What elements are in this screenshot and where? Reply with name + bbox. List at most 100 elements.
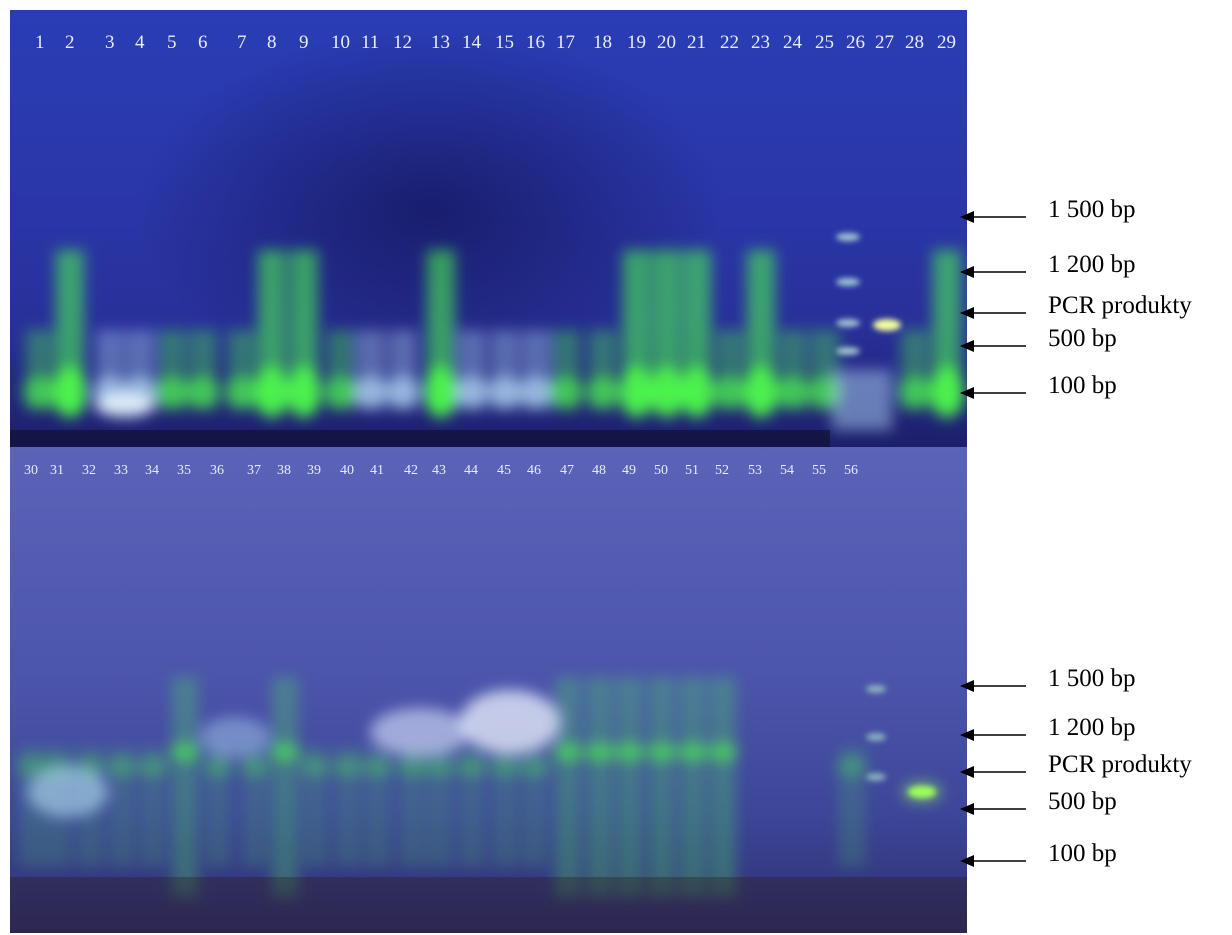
band-lane-22 <box>713 376 747 408</box>
left-arrow-icon <box>960 766 1026 778</box>
band-lane-14 <box>455 376 489 408</box>
band-lane-13 <box>424 366 458 418</box>
ladder-band-top-3 <box>836 347 860 355</box>
ladder-band-top-1 <box>836 278 860 286</box>
smear-lane-35 <box>172 677 198 897</box>
band-lane-9 <box>287 366 321 418</box>
lane-number-43: 43 <box>432 463 446 478</box>
ladder-band-bottom-2 <box>866 773 886 781</box>
smear-lane-38 <box>272 677 298 897</box>
lane-number-48: 48 <box>592 463 606 478</box>
smear-42 <box>370 708 470 756</box>
band-lane-44 <box>457 757 487 777</box>
band-lane-39 <box>300 757 330 777</box>
marker-label: 500 bp <box>1048 325 1117 352</box>
band-lane-51 <box>678 742 708 762</box>
lane-number-10: 10 <box>331 32 350 53</box>
band-lane-56 <box>837 757 867 777</box>
band-lane-5 <box>155 376 189 408</box>
band-lane-37 <box>240 757 270 777</box>
band-lane-35 <box>170 742 200 762</box>
band-lane-34 <box>138 757 168 777</box>
gel-image-top: 1 2 3 4 5 6 7 8 9 10 11 12 13 14 15 16 17 18 19 20 21 22 23 24 2… <box>10 10 967 447</box>
lane-number-13: 13 <box>431 32 450 53</box>
left-arrow-icon <box>960 211 1026 223</box>
lane-number-33: 33 <box>114 463 128 478</box>
band-lane-2 <box>53 366 87 418</box>
band-lane-33 <box>107 757 137 777</box>
lane-number-45: 45 <box>497 463 511 478</box>
lane-number-3: 3 <box>105 32 115 53</box>
band-lane-11 <box>354 376 388 408</box>
band-lane-40 <box>333 757 363 777</box>
band-lane-8 <box>255 366 289 418</box>
band-lane-30 <box>17 757 47 777</box>
marker-label: 1 500 bp <box>1048 196 1136 223</box>
lane-number-4: 4 <box>135 32 145 53</box>
marker-label: 500 bp <box>1048 788 1117 815</box>
band-lane-19 <box>620 366 654 418</box>
band-lane-38 <box>270 742 300 762</box>
band-lane-6 <box>186 376 220 408</box>
band-lane-10 <box>324 376 358 408</box>
lane-number-42: 42 <box>404 463 418 478</box>
left-arrow-icon <box>960 680 1026 692</box>
lane-number-26: 26 <box>846 32 865 53</box>
lane-number-6: 6 <box>198 32 208 53</box>
band-lane-43 <box>425 757 455 777</box>
lane-number-8: 8 <box>267 32 277 53</box>
lane-number-22: 22 <box>720 32 739 53</box>
smear-lane-51 <box>680 677 706 897</box>
band-lane-24 <box>776 376 810 408</box>
band-lane-21 <box>680 366 714 418</box>
lane-number-53: 53 <box>748 463 762 478</box>
smear-44 <box>460 690 560 754</box>
marker-label: 1 500 bp <box>1048 665 1136 692</box>
lane-number-55: 55 <box>812 463 826 478</box>
lane-number-23: 23 <box>751 32 770 53</box>
ladder-band-bottom-0 <box>866 685 886 693</box>
marker-label: 100 bp <box>1048 840 1117 867</box>
band-lane-12 <box>386 376 420 408</box>
marker-label: PCR produkty <box>1048 292 1192 319</box>
smear-lane-48 <box>587 677 613 897</box>
ladder-band-top-0 <box>836 233 860 241</box>
left-arrow-icon <box>960 855 1026 867</box>
lane-number-52: 52 <box>715 463 729 478</box>
ladder-band-bottom-1 <box>866 733 886 741</box>
lane-number-51: 51 <box>685 463 699 478</box>
marker-label: 100 bp <box>1048 372 1117 399</box>
band-lane-23 <box>744 366 778 418</box>
band-lane-50 <box>647 742 677 762</box>
ladder-band-top-2 <box>836 319 860 327</box>
lane-number-56: 56 <box>844 463 858 478</box>
smear-left <box>28 767 108 817</box>
lane-number-37: 37 <box>247 463 261 478</box>
band-lane-18 <box>586 376 620 408</box>
lane-number-24: 24 <box>783 32 802 53</box>
lane-number-15: 15 <box>495 32 514 53</box>
lane-number-2: 2 <box>65 32 75 53</box>
lane-number-30: 30 <box>24 463 38 478</box>
lane-number-18: 18 <box>593 32 612 53</box>
ladder-smear-top <box>832 370 892 430</box>
band-lane-46 <box>520 757 550 777</box>
pcr-product-bottom <box>908 786 936 798</box>
left-arrow-icon <box>960 307 1026 319</box>
lane-number-16: 16 <box>526 32 545 53</box>
band-lane-52 <box>708 742 738 762</box>
lane-number-47: 47 <box>560 463 574 478</box>
lane-number-25: 25 <box>815 32 834 53</box>
lane-number-34: 34 <box>145 463 159 478</box>
lane-number-20: 20 <box>657 32 676 53</box>
lane-number-46: 46 <box>527 463 541 478</box>
lane-number-21: 21 <box>687 32 706 53</box>
lane-number-39: 39 <box>307 463 321 478</box>
bright-smear <box>95 393 155 417</box>
left-arrow-icon <box>960 387 1026 399</box>
band-lane-20 <box>650 366 684 418</box>
lane-number-41: 41 <box>370 463 384 478</box>
band-lane-48 <box>585 742 615 762</box>
left-arrow-icon <box>960 340 1026 352</box>
lane-number-11: 11 <box>361 32 380 53</box>
